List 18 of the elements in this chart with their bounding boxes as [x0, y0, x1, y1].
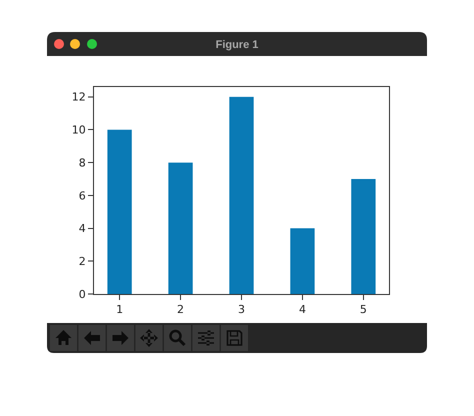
y-tick-label: 12 [72, 90, 86, 104]
chart-title: Figure 1 [216, 38, 258, 51]
x-tick-label: 5 [360, 303, 367, 316]
y-tick-label: 8 [78, 156, 86, 170]
x-tick-label: 3 [238, 303, 245, 316]
y-tick-label: 4 [78, 222, 86, 236]
y-tick-label: 6 [78, 189, 86, 202]
bar [290, 228, 315, 294]
y-tick-label: 0 [78, 288, 86, 301]
y-tick-label: 10 [72, 124, 86, 137]
x-tick-label: 1 [116, 303, 124, 316]
y-tick-label: 2 [78, 254, 86, 268]
bar [168, 162, 193, 294]
bar [351, 179, 376, 294]
bar [107, 130, 132, 294]
bar [229, 96, 254, 294]
x-tick-label: 2 [177, 303, 184, 316]
x-tick-label: 4 [298, 303, 306, 316]
